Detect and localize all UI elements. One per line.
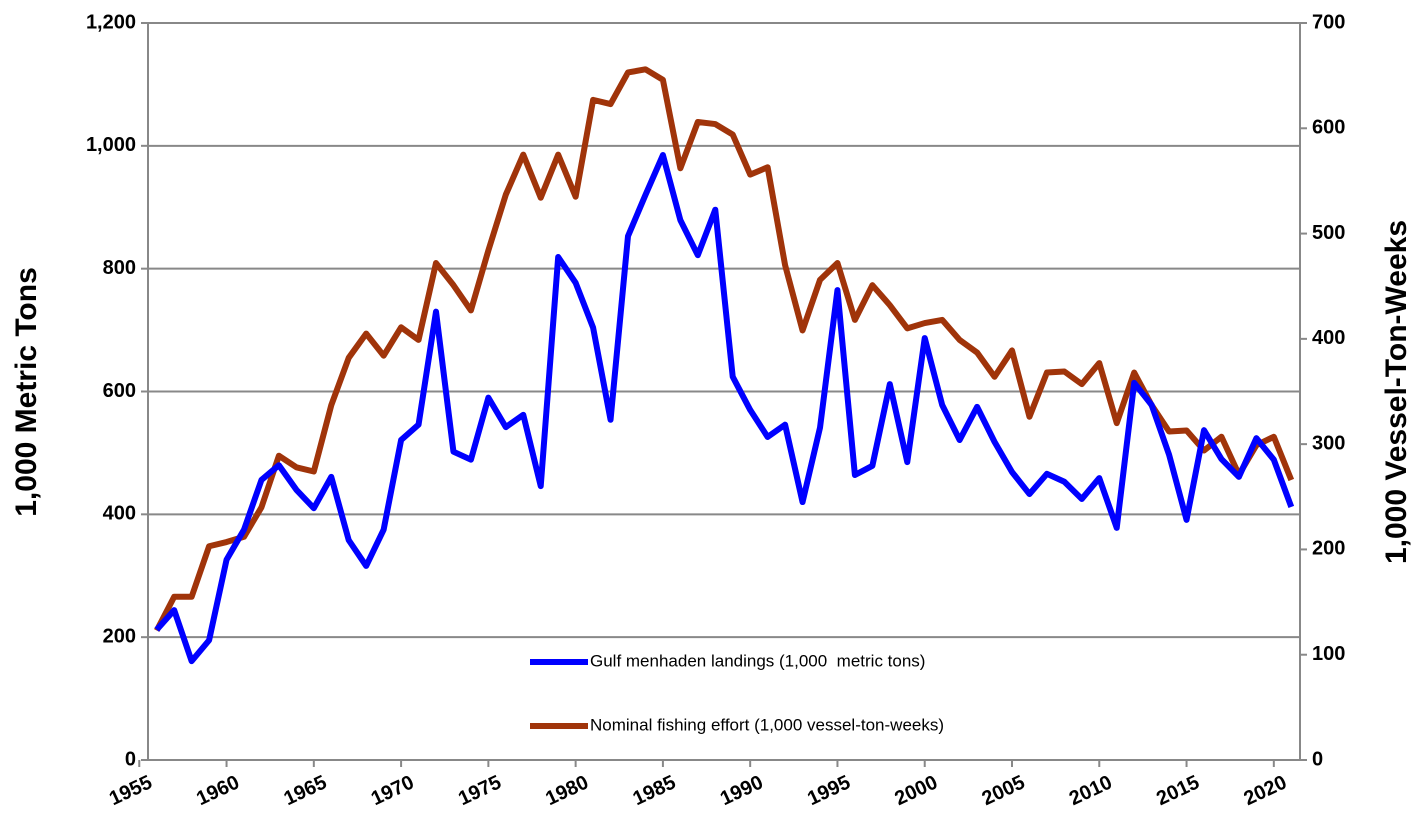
- x-tick-label: 2005: [979, 771, 1029, 810]
- y-axis-label: 1,000 Metric Tons: [10, 267, 43, 517]
- x-tick-label: 1960: [193, 771, 243, 810]
- y-tick-label: 0: [125, 748, 136, 770]
- x-tick-label: 2010: [1066, 771, 1116, 810]
- x-tick-label: 2000: [891, 771, 941, 810]
- x-tick-label: 1965: [281, 771, 331, 810]
- x-tick-label: 2015: [1153, 771, 1203, 810]
- y2-tick-label: 100: [1312, 643, 1345, 665]
- y-tick-label: 800: [103, 257, 136, 279]
- y-tick-label: 200: [103, 625, 136, 647]
- y2-tick-label: 600: [1312, 117, 1345, 139]
- y2-tick-label: 200: [1312, 538, 1345, 560]
- x-tick-label: 1995: [804, 771, 854, 810]
- x-tick-label: 1985: [630, 771, 680, 810]
- y2-tick-label: 400: [1312, 327, 1345, 349]
- x-tick-label: 1955: [106, 771, 156, 810]
- series-line: [154, 66, 1295, 632]
- legend-label: Nominal fishing effort (1,000 vessel-ton…: [590, 715, 944, 734]
- y-tick-label: 1,000: [86, 134, 136, 156]
- y2-tick-label: 0: [1312, 748, 1323, 770]
- legend-label: Gulf menhaden landings (1,000 metric ton…: [590, 651, 925, 670]
- y-tick-label: 400: [103, 503, 136, 525]
- x-tick-label: 1970: [368, 771, 418, 810]
- x-tick-label: 1980: [542, 771, 592, 810]
- y2-tick-label: 300: [1312, 432, 1345, 454]
- y2-tick-label: 500: [1312, 222, 1345, 244]
- y-tick-label: 1,200: [86, 11, 136, 33]
- x-tick-label: 1990: [717, 771, 767, 810]
- x-tick-label: 1975: [455, 771, 505, 810]
- y-tick-label: 600: [103, 380, 136, 402]
- series-line: [154, 152, 1295, 665]
- y2-axis-label: 1,000 Vessel-Ton-Weeks: [1380, 220, 1413, 564]
- x-tick-label: 2020: [1241, 771, 1291, 810]
- y2-tick-label: 700: [1312, 11, 1345, 33]
